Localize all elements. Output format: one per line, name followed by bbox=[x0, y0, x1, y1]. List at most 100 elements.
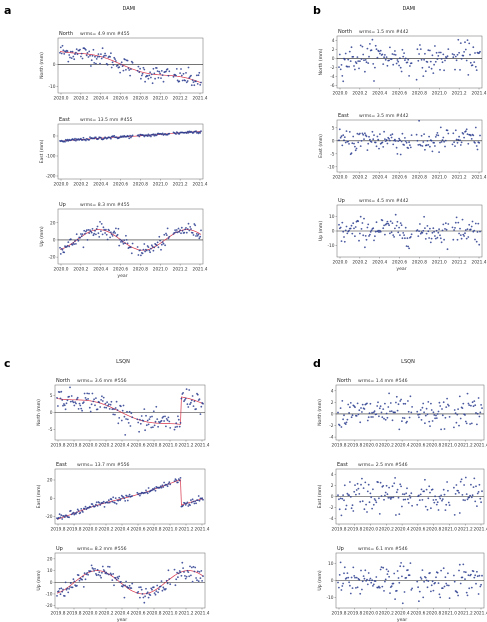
data-point bbox=[388, 575, 390, 578]
data-point bbox=[106, 401, 108, 404]
data-point bbox=[350, 152, 353, 155]
x-tick-label: 2020.6 bbox=[113, 267, 128, 273]
data-point bbox=[372, 227, 375, 230]
data-point bbox=[431, 580, 434, 583]
data-point bbox=[396, 409, 399, 412]
data-point bbox=[470, 422, 473, 425]
data-point bbox=[474, 404, 477, 407]
wrms-label: wrms= 13.7 mm #556 bbox=[77, 462, 130, 468]
data-point bbox=[188, 229, 191, 232]
data-point bbox=[359, 145, 362, 148]
data-point bbox=[338, 498, 340, 501]
data-point bbox=[416, 410, 419, 413]
data-point bbox=[352, 510, 355, 512]
data-point bbox=[146, 135, 149, 138]
wrms-label: wrms= 4.5 mm #442 bbox=[359, 198, 409, 204]
data-point bbox=[350, 224, 353, 227]
data-point bbox=[355, 147, 358, 150]
data-point bbox=[408, 574, 411, 577]
data-point bbox=[91, 228, 94, 230]
data-point bbox=[445, 228, 448, 231]
data-point bbox=[185, 81, 188, 84]
data-point bbox=[81, 57, 84, 60]
data-point bbox=[437, 55, 440, 57]
data-point bbox=[102, 500, 105, 503]
data-point bbox=[422, 402, 425, 405]
data-point bbox=[370, 141, 373, 143]
data-point bbox=[393, 53, 395, 56]
station-title: LSQN bbox=[116, 359, 130, 365]
data-point bbox=[399, 139, 401, 142]
data-point bbox=[191, 580, 194, 583]
data-point bbox=[372, 488, 374, 491]
data-point bbox=[427, 580, 430, 582]
data-point bbox=[400, 224, 403, 227]
data-point bbox=[469, 228, 472, 231]
data-point bbox=[176, 79, 179, 82]
data-point bbox=[441, 61, 444, 64]
data-point bbox=[431, 420, 434, 422]
data-point bbox=[371, 130, 374, 133]
data-point bbox=[110, 66, 113, 69]
data-point bbox=[159, 485, 162, 488]
y-tick-label: -2 bbox=[330, 65, 335, 71]
data-point bbox=[378, 513, 381, 515]
data-point bbox=[343, 240, 346, 243]
data-point bbox=[441, 139, 444, 141]
data-point bbox=[105, 406, 108, 409]
data-point bbox=[155, 244, 158, 247]
data-point bbox=[440, 569, 442, 572]
data-point bbox=[194, 500, 197, 503]
data-point bbox=[399, 66, 402, 69]
data-point bbox=[77, 239, 80, 242]
data-point bbox=[348, 65, 350, 68]
data-point bbox=[353, 65, 355, 67]
data-point bbox=[95, 136, 97, 139]
component-label: East bbox=[337, 462, 348, 468]
data-point bbox=[474, 500, 477, 503]
x-tick-label: 2020.0 bbox=[332, 91, 347, 97]
data-point bbox=[91, 54, 94, 57]
data-point bbox=[458, 491, 460, 494]
x-tick-label: 2019.8 bbox=[331, 527, 346, 533]
data-point bbox=[152, 133, 155, 136]
data-point bbox=[476, 492, 479, 495]
data-point bbox=[164, 415, 166, 418]
data-point bbox=[62, 404, 64, 407]
data-point bbox=[424, 414, 427, 417]
y-tick-label: 4 bbox=[331, 472, 334, 478]
data-point bbox=[395, 491, 398, 494]
data-point bbox=[179, 422, 182, 424]
data-point bbox=[448, 416, 451, 418]
data-point bbox=[120, 498, 122, 500]
y-tick-label: 0 bbox=[53, 134, 56, 140]
data-point bbox=[59, 51, 61, 54]
data-point bbox=[164, 244, 167, 247]
x-tick-label: 2021.2 bbox=[452, 91, 467, 97]
data-point bbox=[355, 576, 358, 579]
data-point bbox=[447, 48, 450, 50]
data-point bbox=[154, 593, 157, 596]
y-tick-label: -2 bbox=[329, 423, 334, 429]
plot-frame bbox=[57, 123, 204, 180]
data-point bbox=[456, 413, 459, 416]
data-point bbox=[373, 410, 376, 412]
data-point bbox=[198, 571, 201, 573]
x-tick-label: 2019.8 bbox=[331, 611, 346, 617]
data-point bbox=[119, 71, 121, 74]
data-point bbox=[120, 405, 122, 408]
data-point bbox=[58, 391, 61, 393]
data-point bbox=[67, 60, 70, 63]
data-point bbox=[98, 55, 101, 58]
data-point bbox=[340, 135, 343, 138]
data-point bbox=[158, 421, 161, 424]
data-point bbox=[202, 575, 204, 577]
data-point bbox=[479, 585, 482, 588]
data-point bbox=[168, 578, 171, 580]
data-point bbox=[131, 61, 134, 64]
data-point bbox=[107, 573, 110, 576]
data-point bbox=[389, 220, 392, 223]
x-tick-label: 2019.8 bbox=[347, 527, 362, 533]
data-point bbox=[105, 233, 108, 236]
data-point bbox=[124, 242, 126, 245]
